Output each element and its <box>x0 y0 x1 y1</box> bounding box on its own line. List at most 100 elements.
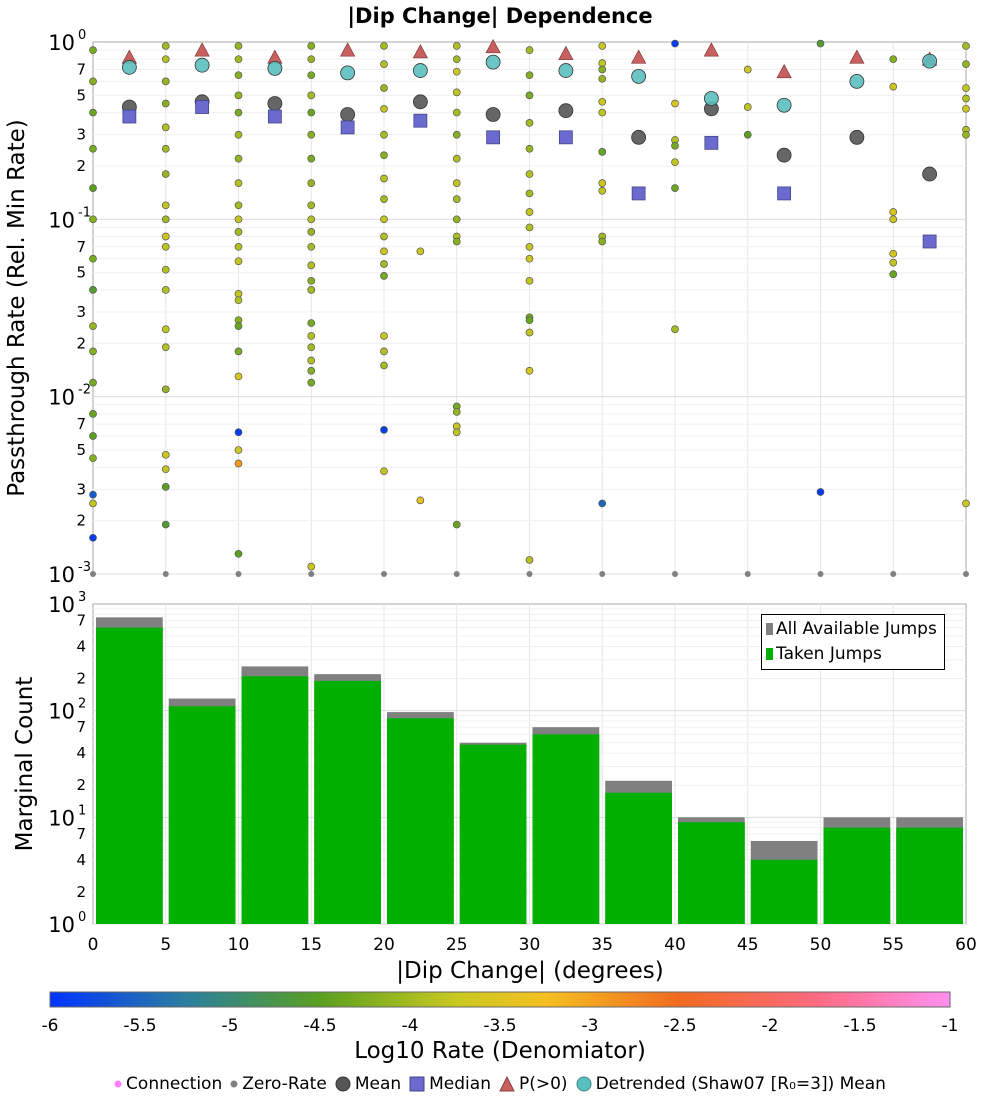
rate-point <box>598 499 607 508</box>
rate-point <box>452 55 461 64</box>
histogram-bars <box>96 617 963 924</box>
x-tick-label: 30 <box>519 935 541 955</box>
rate-point <box>161 201 170 210</box>
p-positive-marker <box>558 45 574 61</box>
rate-point <box>234 201 243 210</box>
bottom-y-tick-minor: 2 <box>76 883 86 901</box>
bottom-y-tick-minor: 7 <box>76 825 86 843</box>
top-y-tick-exp: -1 <box>78 205 91 220</box>
colorbar-tick-label: -5 <box>222 1016 239 1036</box>
colorbar-tick-label: -6 <box>42 1016 59 1036</box>
bottom-y-tick-exp: 0 <box>78 910 86 925</box>
rate-point <box>416 247 425 256</box>
rate-point <box>89 46 97 54</box>
legend-zero-rate: Zero-Rate <box>230 1074 327 1094</box>
top-y-tick-major: 10 <box>48 386 75 410</box>
mean-marker <box>412 94 428 110</box>
rate-point <box>89 215 97 224</box>
rate-point <box>234 42 243 50</box>
rate-point <box>671 99 679 108</box>
rate-point <box>598 237 607 246</box>
legend-swatch-all <box>766 623 773 635</box>
rate-point <box>380 425 388 434</box>
rate-point <box>380 467 388 476</box>
rate-point <box>89 347 97 356</box>
bottom-y-tick-minor: 7 <box>76 718 86 736</box>
rate-point <box>889 258 898 267</box>
rate-point <box>525 170 534 178</box>
mean-circle-icon <box>335 1076 351 1092</box>
detrended-marker <box>412 63 428 78</box>
legend-mean-label: Mean <box>354 1074 402 1094</box>
rate-point <box>234 154 243 163</box>
x-tick-label: 0 <box>88 935 99 955</box>
rate-point <box>452 237 461 246</box>
rate-point <box>671 184 679 192</box>
zero-rate-point <box>90 571 96 577</box>
x-tick-label: 25 <box>446 935 468 955</box>
median-marker <box>122 109 137 124</box>
zero-rate-point <box>308 571 315 577</box>
p-positive-marker <box>194 42 210 57</box>
rate-point <box>234 215 243 224</box>
rate-point <box>889 208 898 216</box>
rate-point <box>671 325 679 334</box>
rate-point <box>452 215 461 224</box>
marker-legend: Connection Zero-Rate Mean Median P(>0) D… <box>0 1074 1000 1094</box>
rate-point <box>234 459 243 468</box>
rate-point <box>380 232 388 241</box>
rate-point <box>234 108 243 117</box>
rate-point <box>525 242 534 251</box>
rate-point <box>89 77 97 86</box>
top-y-tick-major: 10 <box>48 563 75 587</box>
x-tick-label: 10 <box>228 935 250 955</box>
rate-point <box>234 130 243 139</box>
rate-point <box>525 144 534 153</box>
rate-point <box>598 97 607 106</box>
rate-point <box>380 130 388 139</box>
zero-rate-point <box>453 571 460 577</box>
rate-point <box>962 42 970 50</box>
rate-point <box>452 179 461 187</box>
rate-point <box>89 533 97 542</box>
rate-point <box>671 158 679 167</box>
legend-detrended-label: Detrended (Shaw07 [R₀=3]) Mean <box>595 1074 886 1094</box>
top-y-tick-minor: 5 <box>76 264 86 282</box>
rate-point <box>380 195 388 203</box>
taken-jumps-bar <box>387 718 454 924</box>
taken-jumps-bar <box>96 627 163 924</box>
rate-point <box>598 74 607 83</box>
rate-point <box>307 319 316 327</box>
rate-point <box>816 488 825 496</box>
rate-point <box>161 520 170 529</box>
p-positive-marker <box>630 49 647 64</box>
top-y-tick-exp: -3 <box>78 560 91 575</box>
rate-point <box>889 215 898 224</box>
top-y-axis-label: Passthrough Rate (Rel. Min Rate) <box>4 119 30 497</box>
p-positive-marker <box>339 42 356 57</box>
top-y-tick-minor: 2 <box>76 157 86 175</box>
rate-point <box>89 144 97 153</box>
zero-rate-point <box>744 571 751 577</box>
top-y-tick-major: 10 <box>48 31 75 55</box>
legend-median: Median <box>409 1074 491 1094</box>
median-marker <box>195 100 210 114</box>
rate-point <box>161 242 170 251</box>
top-y-tick-exp: 0 <box>78 28 86 43</box>
zero-rate-point <box>235 571 242 577</box>
legend-p-positive: P(>0) <box>499 1074 568 1094</box>
bottom-y-tick-exp: 3 <box>78 590 86 605</box>
rate-point <box>525 366 534 375</box>
rate-point <box>307 227 316 236</box>
p-positive-marker <box>412 44 429 59</box>
rate-point <box>889 270 898 279</box>
rate-point <box>89 108 97 117</box>
rate-point <box>380 151 388 160</box>
rate-point <box>525 91 534 100</box>
p-positive-marker <box>485 38 501 54</box>
rate-point <box>161 55 170 64</box>
legend-p-positive-label: P(>0) <box>518 1074 568 1094</box>
